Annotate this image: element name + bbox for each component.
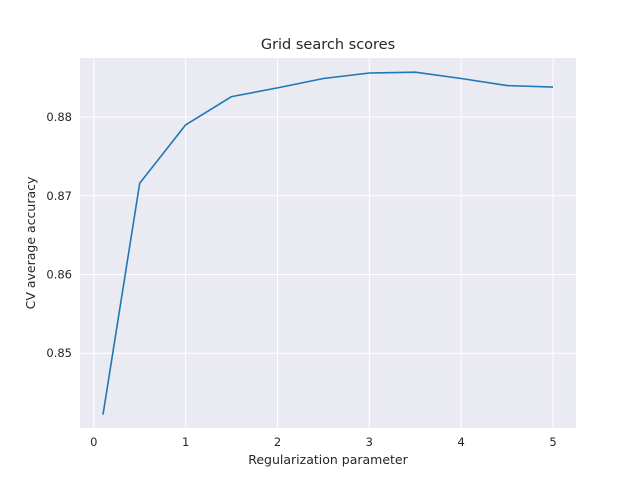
plot-area <box>80 58 576 428</box>
x-tick-label: 4 <box>458 435 465 449</box>
series-line <box>102 71 554 415</box>
x-tick-label: 5 <box>549 435 556 449</box>
y-axis-label: CV average accuracy <box>23 176 38 309</box>
y-tick-label: 0.86 <box>46 267 72 281</box>
y-tick-label: 0.85 <box>46 346 72 360</box>
y-tick-labels: 0.85 0.86 0.87 0.88 <box>46 110 72 360</box>
y-tick-label: 0.88 <box>46 110 72 124</box>
x-axis-label: Regularization parameter <box>248 452 408 467</box>
grid-lines <box>80 58 576 428</box>
x-tick-label: 3 <box>366 435 373 449</box>
x-tick-label: 0 <box>90 435 97 449</box>
series-group <box>102 71 554 415</box>
x-tick-label: 1 <box>182 435 189 449</box>
chart-title: Grid search scores <box>261 37 395 53</box>
x-tick-label: 2 <box>274 435 281 449</box>
x-tick-labels: 0 1 2 3 4 5 <box>90 435 557 449</box>
y-tick-label: 0.87 <box>46 189 72 203</box>
